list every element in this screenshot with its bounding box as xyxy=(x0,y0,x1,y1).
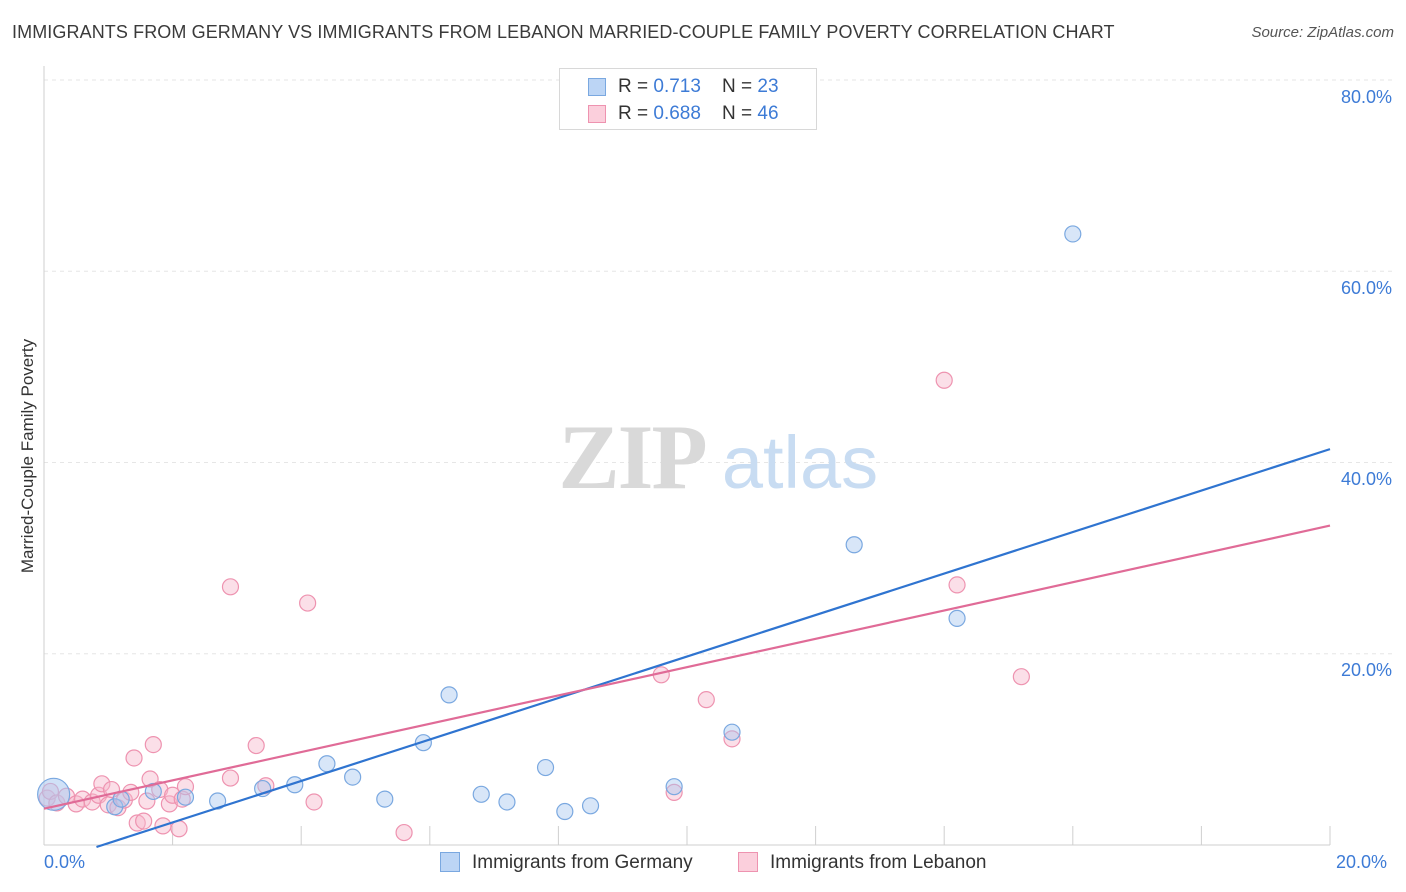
legend-swatch-germany xyxy=(588,78,606,96)
lebanon-point-28 xyxy=(221,578,240,596)
lebanon-point-27 xyxy=(221,769,240,787)
y-tick-label-40: 40.0% xyxy=(1340,469,1392,489)
legend-text-germany: R = 0.713 N = 23 xyxy=(618,76,779,98)
lebanon-point-38 xyxy=(935,371,953,389)
lebanon-point-33 xyxy=(395,823,413,842)
legend-r-value-germany: 0.713 xyxy=(653,76,701,97)
bottom-legend-swatch-lebanon xyxy=(738,852,758,872)
germany-point-12 xyxy=(440,686,458,704)
lebanon-point-23 xyxy=(164,786,182,804)
germany-point-20 xyxy=(845,536,863,554)
lebanon-point-39 xyxy=(948,576,966,594)
lebanon-trendline xyxy=(43,524,1331,810)
germany-point-0 xyxy=(37,777,71,811)
bottom-legend-label-germany: Immigrants from Germany xyxy=(472,852,693,873)
lebanon-point-32 xyxy=(305,793,323,811)
legend-r-value-lebanon: 0.688 xyxy=(653,103,701,124)
chart-title: IMMIGRANTS FROM GERMANY VS IMMIGRANTS FR… xyxy=(12,22,1115,42)
x-tick-label-max: 20.0% xyxy=(1336,852,1388,872)
germany-point-17 xyxy=(581,797,600,815)
germany-point-3 xyxy=(144,782,162,801)
germany-point-4 xyxy=(176,788,195,806)
lebanon-point-30 xyxy=(257,777,275,795)
germany-trendline xyxy=(96,448,1331,849)
trendlines xyxy=(43,448,1331,849)
lebanon-point-19 xyxy=(144,735,162,754)
germany-point-13 xyxy=(472,785,490,803)
lebanon-point-14 xyxy=(125,749,143,767)
lebanon-series xyxy=(38,371,1030,842)
germany-point-9 xyxy=(344,768,362,786)
germany-point-21 xyxy=(948,609,966,627)
grid xyxy=(44,79,1392,655)
germany-point-16 xyxy=(556,802,574,821)
germany-point-18 xyxy=(665,778,683,796)
lebanon-point-40 xyxy=(1012,668,1030,686)
legend-r-label-lebanon: R = xyxy=(618,103,654,124)
lebanon-point-17 xyxy=(138,792,156,810)
legend-r-label-germany: R = xyxy=(618,76,654,97)
x-tick-label-min: 0.0% xyxy=(44,852,86,872)
bottom-legend-swatch-germany xyxy=(440,852,460,872)
germany-point-22 xyxy=(1064,225,1082,243)
germany-point-14 xyxy=(498,793,516,811)
y-tick-label-20: 20.0% xyxy=(1340,660,1392,680)
germany-point-15 xyxy=(536,758,555,777)
germany-point-8 xyxy=(318,755,336,773)
bottom-legend-label-lebanon: Immigrants from Lebanon xyxy=(770,852,987,873)
watermark-atlas: atlas xyxy=(722,421,878,504)
legend-swatch-lebanon xyxy=(588,105,606,123)
source-label: Source: ZipAtlas.com xyxy=(1251,24,1394,41)
legend-n-value-lebanon: 46 xyxy=(757,103,779,124)
y-tick-label-60: 60.0% xyxy=(1340,278,1392,298)
germany-series xyxy=(37,225,1082,821)
lebanon-point-29 xyxy=(247,736,265,755)
axes xyxy=(43,66,1331,846)
legend-n-label-germany: N = xyxy=(722,76,758,97)
bottom-legend-germany: Immigrants from Germany xyxy=(440,852,693,874)
germany-point-10 xyxy=(376,790,394,808)
stats-legend: R = 0.713 N = 23 R = 0.688 N = 46 xyxy=(559,68,817,130)
lebanon-point-15 xyxy=(128,814,146,832)
legend-n-value-germany: 23 xyxy=(757,76,779,97)
y-tick-label-80: 80.0% xyxy=(1340,87,1392,107)
lebanon-point-37 xyxy=(723,730,741,748)
bottom-legend-lebanon: Immigrants from Lebanon xyxy=(738,852,987,874)
lebanon-point-36 xyxy=(697,691,715,709)
lebanon-point-31 xyxy=(299,594,317,612)
legend-text-lebanon: R = 0.688 N = 46 xyxy=(618,103,779,125)
legend-n-label-lebanon: N = xyxy=(722,103,758,124)
germany-point-19 xyxy=(723,723,741,741)
lebanon-point-16 xyxy=(135,812,153,830)
watermark: ZIP atlas xyxy=(558,406,878,508)
lebanon-point-8 xyxy=(93,775,111,793)
lebanon-point-35 xyxy=(665,783,683,802)
watermark-zip: ZIP xyxy=(558,406,705,508)
